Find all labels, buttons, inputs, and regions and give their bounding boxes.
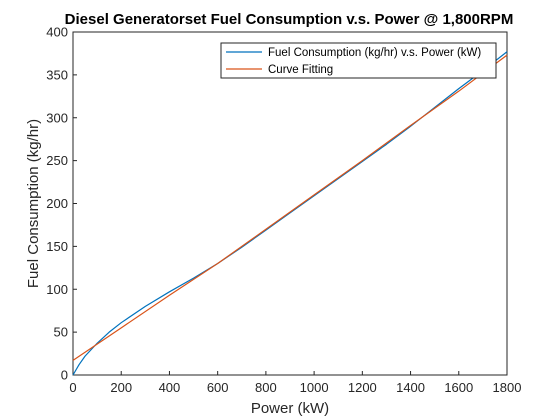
x-tick-label: 800 xyxy=(255,380,277,395)
x-tick-label: 1800 xyxy=(493,380,522,395)
y-tick-label: 350 xyxy=(46,67,68,82)
ticks-layer: 0 200 400 600 800 1000 1200 1400 1600 1800 0 50 100 1… xyxy=(46,25,521,396)
chart-title: Diesel Generatorset Fuel Consumption v.s… xyxy=(65,11,514,28)
x-tick-label: 200 xyxy=(110,380,132,395)
y-tick-label: 100 xyxy=(46,282,68,297)
x-tick-label: 1200 xyxy=(348,380,377,395)
x-axis-label: Power (kW) xyxy=(251,400,329,417)
x-tick-label: 600 xyxy=(207,380,229,395)
legend-label-curve-fitting: Curve Fitting xyxy=(268,64,333,76)
x-tick-label: 400 xyxy=(159,380,181,395)
series-line-curve-fitting xyxy=(72,54,508,361)
y-tick-label: 150 xyxy=(46,239,68,254)
legend: Fuel Consumption (kg/hr) v.s. Power (kW)… xyxy=(220,42,497,79)
y-tick-label: 300 xyxy=(46,110,68,125)
y-tick-label: 0 xyxy=(61,368,68,383)
x-tick-label: 1600 xyxy=(444,380,473,395)
y-tick-label: 250 xyxy=(46,153,68,168)
y-axis-label: Fuel Consumption (kg/hr) xyxy=(25,119,42,288)
x-tick-label: 1000 xyxy=(300,380,329,395)
y-tick-label: 50 xyxy=(54,325,68,340)
x-tick-label: 1400 xyxy=(396,380,425,395)
legend-box xyxy=(220,42,497,79)
legend-label-fuel-consumption: Fuel Consumption (kg/hr) v.s. Power (kW) xyxy=(268,47,481,59)
x-tick-label: 0 xyxy=(69,380,76,395)
y-tick-label: 400 xyxy=(46,25,68,40)
plot-area xyxy=(72,31,508,376)
y-tick-label: 200 xyxy=(46,196,68,211)
series-layer xyxy=(72,51,508,376)
